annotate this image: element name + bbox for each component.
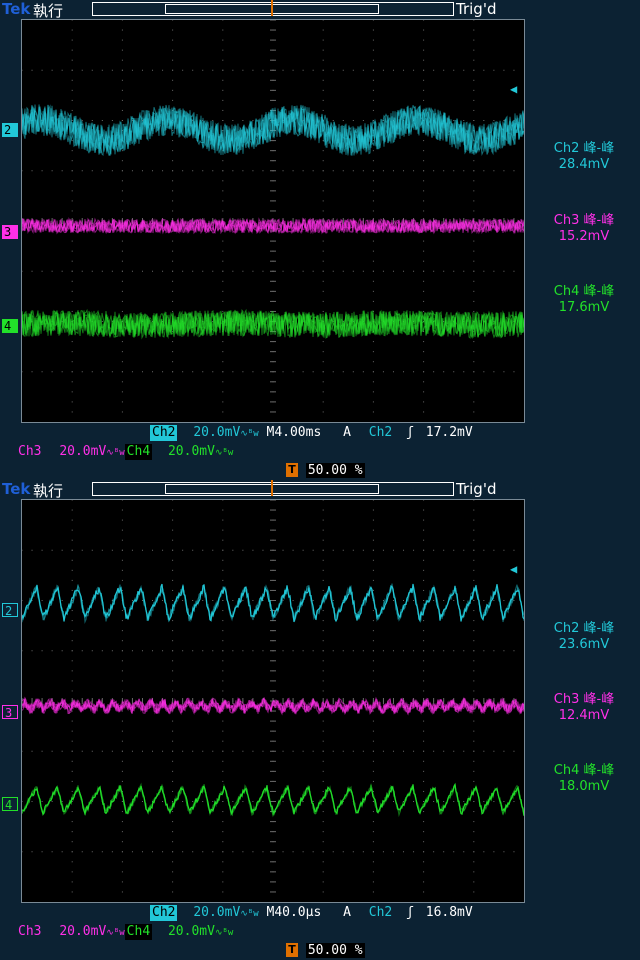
- measurement-value: 17.6mV: [558, 300, 610, 315]
- ch3-waveform: [22, 217, 524, 235]
- bandwidth-limit-icon: ∿ᴮw: [106, 928, 125, 938]
- ch4-label: Ch4: [124, 924, 153, 940]
- ch3-ground-marker[interactable]: 3: [2, 225, 18, 239]
- graticule: [21, 499, 525, 903]
- trigger-level: 17.2mV: [425, 425, 473, 440]
- trigger-mode: A: [343, 425, 351, 440]
- ch4-ground-marker[interactable]: 4: [2, 797, 18, 812]
- measurement-ch2: Ch2 峰-峰 23.6mV: [528, 621, 640, 653]
- brand-logo: Tek: [2, 480, 31, 498]
- measurement-value: 12.4mV: [558, 708, 610, 723]
- bandwidth-limit-icon: ∿ᴮw: [214, 448, 234, 458]
- status-bar: Tek 執行 Trig'd: [0, 0, 640, 20]
- trigger-position-marker: [271, 480, 273, 496]
- ch2-label: Ch2: [150, 905, 178, 921]
- ch3-label: Ch3: [18, 444, 42, 459]
- measurement-value: 28.4mV: [558, 157, 610, 172]
- timebase: M4.00ms: [266, 425, 322, 440]
- bandwidth-limit-icon: ∿ᴮw: [214, 928, 234, 938]
- measurement-name: Ch4 峰-峰: [553, 763, 615, 778]
- ch4-volts-div: 20.0mV: [167, 444, 215, 459]
- ch3-label: Ch3: [18, 924, 42, 939]
- trigger-status: Trig'd: [456, 0, 497, 18]
- trigger-position-value: 50.00 %: [305, 943, 365, 958]
- measurement-name: Ch4 峰-峰: [553, 284, 615, 299]
- ch3-ch4-scale-readout: Ch3 20.0mV∿ᴮw Ch4 20.0mV∿ᴮw: [18, 444, 318, 460]
- ch3-waveform: [22, 696, 524, 716]
- run-state: 執行: [33, 482, 64, 500]
- ch2-label: Ch2: [150, 425, 178, 441]
- ch2-ground-marker[interactable]: 2: [2, 603, 18, 618]
- timebase: M40.0µs: [266, 905, 322, 920]
- ch3-volts-div: 20.0mV: [59, 444, 107, 459]
- ch2-volts-div: 20.0mV: [193, 905, 241, 920]
- trigger-level-arrow-icon: ◀: [510, 562, 518, 576]
- trigger-position-marker: [271, 0, 273, 16]
- trigger-position-readout: T 50.00 %: [286, 942, 378, 959]
- rising-edge-icon: ʃ: [406, 425, 414, 440]
- record-length-bar: [92, 480, 454, 496]
- trigger-source: Ch2: [368, 905, 393, 920]
- ch2-waveform: [22, 104, 524, 157]
- trigger-level-arrow-icon: ◀: [510, 82, 518, 96]
- ch3-ch4-scale-readout: Ch3 20.0mV∿ᴮw Ch4 20.0mV∿ᴮw: [18, 924, 318, 940]
- trigger-source: Ch2: [368, 425, 393, 440]
- scope-screen-1: Tek 執行 Trig'd T 2 3 4 ◀ Ch2 峰-峰 28.4mV C…: [0, 0, 640, 479]
- trigger-position-readout: T 50.00 %: [286, 462, 378, 479]
- ch3-ground-marker[interactable]: 3: [2, 705, 18, 720]
- ch4-volts-div: 20.0mV: [167, 924, 215, 939]
- measurement-ch4: Ch4 峰-峰 18.0mV: [528, 763, 640, 795]
- brand-logo: Tek: [2, 0, 31, 18]
- trigger-status: Trig'd: [456, 480, 497, 498]
- measurement-ch4: Ch4 峰-峰 17.6mV: [528, 284, 640, 316]
- ch4-ground-marker[interactable]: 4: [2, 319, 18, 333]
- graticule-dots: [22, 20, 515, 413]
- bandwidth-limit-icon: ∿ᴮw: [106, 448, 125, 458]
- measurement-name: Ch3 峰-峰: [553, 692, 615, 707]
- measurement-ch2: Ch2 峰-峰 28.4mV: [528, 141, 640, 173]
- ch4-waveform: [22, 782, 524, 818]
- ch2-scale-readout: Ch2 20.0mV∿ᴮw M4.00ms A Ch2 ʃ 17.2mV: [150, 425, 524, 441]
- ch2-scale-readout: Ch2 20.0mV∿ᴮw M40.0µs A Ch2 ʃ 16.8mV: [150, 905, 524, 921]
- measurement-name: Ch2 峰-峰: [553, 141, 615, 156]
- waveform-display: [22, 500, 524, 893]
- ch2-waveform: [22, 583, 524, 624]
- measurement-name: Ch3 峰-峰: [553, 213, 615, 228]
- run-state: 執行: [33, 2, 64, 20]
- trigger-position-value: 50.00 %: [305, 463, 365, 478]
- bandwidth-limit-icon: ∿ᴮw: [240, 429, 259, 439]
- ch2-ground-marker[interactable]: 2: [2, 123, 18, 137]
- ch3-volts-div: 20.0mV: [59, 924, 107, 939]
- trigger-t-icon: T: [286, 462, 298, 477]
- bandwidth-limit-icon: ∿ᴮw: [240, 909, 259, 919]
- trigger-level: 16.8mV: [425, 905, 473, 920]
- ch2-volts-div: 20.0mV: [193, 425, 241, 440]
- ch4-waveform: [22, 308, 524, 340]
- ch4-label: Ch4: [124, 444, 153, 460]
- scope-screen-2: Tek 執行 Trig'd T 2 3 4 ◀ Ch2 峰-峰 23.6mV C…: [0, 480, 640, 960]
- trigger-t-icon: T: [286, 942, 298, 957]
- trigger-mode: A: [343, 905, 351, 920]
- graticule: [21, 19, 525, 423]
- waveform-display: [22, 20, 524, 413]
- graticule-dots: [22, 500, 515, 893]
- measurement-value: 18.0mV: [558, 779, 610, 794]
- rising-edge-icon: ʃ: [406, 905, 414, 920]
- measurement-ch3: Ch3 峰-峰 15.2mV: [528, 213, 640, 245]
- measurement-ch3: Ch3 峰-峰 12.4mV: [528, 692, 640, 724]
- measurement-value: 15.2mV: [558, 229, 610, 244]
- status-bar: Tek 執行 Trig'd: [0, 480, 640, 500]
- measurement-value: 23.6mV: [558, 637, 610, 652]
- record-length-bar: [92, 0, 454, 16]
- measurement-name: Ch2 峰-峰: [553, 621, 615, 636]
